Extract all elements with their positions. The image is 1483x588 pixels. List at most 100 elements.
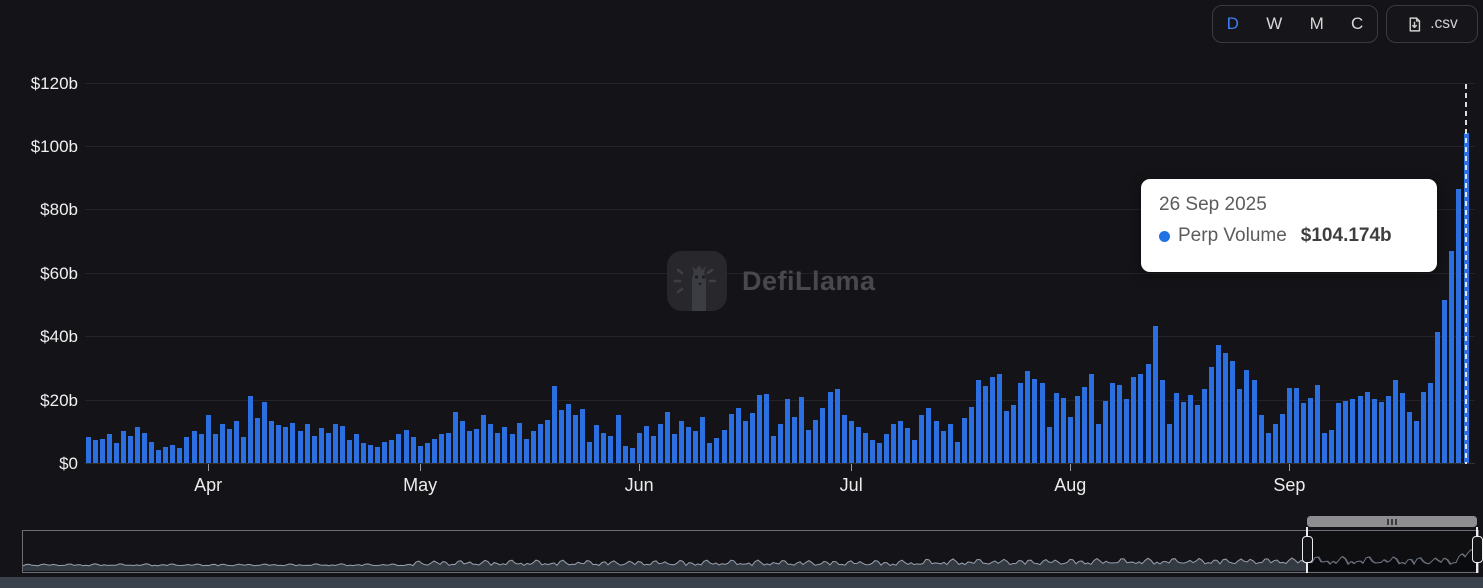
interval-daily-button[interactable]: D xyxy=(1221,14,1245,34)
bar[interactable] xyxy=(1456,189,1462,463)
bar[interactable] xyxy=(361,442,367,463)
bar[interactable] xyxy=(205,414,211,463)
bar[interactable] xyxy=(113,443,119,463)
bar[interactable] xyxy=(438,433,444,463)
bar[interactable] xyxy=(170,445,176,463)
bar[interactable] xyxy=(686,427,692,463)
bar[interactable] xyxy=(1074,395,1080,463)
bar[interactable] xyxy=(85,437,91,463)
bar[interactable] xyxy=(933,421,939,463)
bar[interactable] xyxy=(1230,360,1236,463)
bar[interactable] xyxy=(1039,383,1045,463)
bar[interactable] xyxy=(714,438,720,463)
bar[interactable] xyxy=(869,439,875,463)
bar[interactable] xyxy=(127,435,133,463)
bar[interactable] xyxy=(495,432,501,463)
bar[interactable] xyxy=(905,427,911,463)
bar[interactable] xyxy=(1315,385,1321,463)
bar[interactable] xyxy=(424,443,430,463)
bar[interactable] xyxy=(1223,353,1229,463)
bar[interactable] xyxy=(997,373,1003,463)
bar[interactable] xyxy=(679,420,685,463)
bar[interactable] xyxy=(184,437,190,463)
bar[interactable] xyxy=(339,426,345,463)
bar[interactable] xyxy=(615,414,621,463)
bar[interactable] xyxy=(1032,379,1038,463)
bar[interactable] xyxy=(1308,398,1314,463)
bar[interactable] xyxy=(177,448,183,463)
bar[interactable] xyxy=(262,401,268,463)
bar[interactable] xyxy=(240,437,246,463)
bar[interactable] xyxy=(990,377,996,463)
bar[interactable] xyxy=(778,423,784,463)
bar[interactable] xyxy=(587,442,593,463)
bar[interactable] xyxy=(855,427,861,463)
bar[interactable] xyxy=(770,436,776,463)
bar[interactable] xyxy=(191,430,197,463)
bar[interactable] xyxy=(735,407,741,463)
bar[interactable] xyxy=(594,424,600,463)
bar[interactable] xyxy=(820,407,826,463)
bar[interactable] xyxy=(1004,411,1010,463)
bar[interactable] xyxy=(1202,389,1208,463)
bar[interactable] xyxy=(806,430,812,463)
bar[interactable] xyxy=(1103,401,1109,463)
bar[interactable] xyxy=(1406,411,1412,463)
bar[interactable] xyxy=(509,434,515,463)
bar[interactable] xyxy=(1272,424,1278,463)
bar[interactable] xyxy=(142,433,148,463)
bar[interactable] xyxy=(544,419,550,463)
interval-cumulative-button[interactable]: C xyxy=(1345,14,1369,34)
bar[interactable] xyxy=(1060,398,1066,463)
bar[interactable] xyxy=(1011,405,1017,463)
bar[interactable] xyxy=(354,433,360,463)
bar[interactable] xyxy=(650,436,656,463)
bar[interactable] xyxy=(269,421,275,463)
bar[interactable] xyxy=(297,430,303,463)
bar[interactable] xyxy=(1286,388,1292,463)
bar[interactable] xyxy=(1449,251,1455,463)
bar[interactable] xyxy=(1180,402,1186,463)
bar[interactable] xyxy=(516,423,522,463)
bar[interactable] xyxy=(474,429,480,463)
bar[interactable] xyxy=(1159,379,1165,463)
interval-weekly-button[interactable]: W xyxy=(1260,14,1288,34)
bar[interactable] xyxy=(862,432,868,463)
bar[interactable] xyxy=(1173,392,1179,463)
bar[interactable] xyxy=(1209,367,1215,463)
bar[interactable] xyxy=(1399,392,1405,463)
bar[interactable] xyxy=(1350,398,1356,463)
bar[interactable] xyxy=(1187,395,1193,463)
bar[interactable] xyxy=(700,416,706,463)
bar[interactable] xyxy=(785,398,791,463)
bar[interactable] xyxy=(276,424,282,463)
bar[interactable] xyxy=(940,430,946,463)
bar[interactable] xyxy=(488,424,494,463)
bar[interactable] xyxy=(149,442,155,463)
bar[interactable] xyxy=(290,423,296,463)
bar[interactable] xyxy=(1145,364,1151,463)
bar[interactable] xyxy=(502,427,508,463)
bar[interactable] xyxy=(198,434,204,463)
bar[interactable] xyxy=(311,436,317,463)
bar[interactable] xyxy=(1336,402,1342,463)
bar[interactable] xyxy=(431,438,437,463)
bar[interactable] xyxy=(813,419,819,463)
bar[interactable] xyxy=(1300,402,1306,463)
bar[interactable] xyxy=(445,432,451,463)
bottom-scrollbar[interactable] xyxy=(0,577,1483,588)
bar[interactable] xyxy=(304,424,310,463)
bar[interactable] xyxy=(919,415,925,463)
bar[interactable] xyxy=(1018,383,1024,463)
bar[interactable] xyxy=(120,430,126,463)
bar[interactable] xyxy=(947,423,953,463)
bar[interactable] xyxy=(763,393,769,463)
bar[interactable] xyxy=(1138,373,1144,463)
bar[interactable] xyxy=(884,434,890,463)
bar[interactable] xyxy=(792,417,798,463)
bar[interactable] xyxy=(332,423,338,463)
bar[interactable] xyxy=(537,424,543,463)
bar[interactable] xyxy=(1088,373,1094,463)
bar[interactable] xyxy=(283,427,289,463)
bar[interactable] xyxy=(1414,421,1420,463)
